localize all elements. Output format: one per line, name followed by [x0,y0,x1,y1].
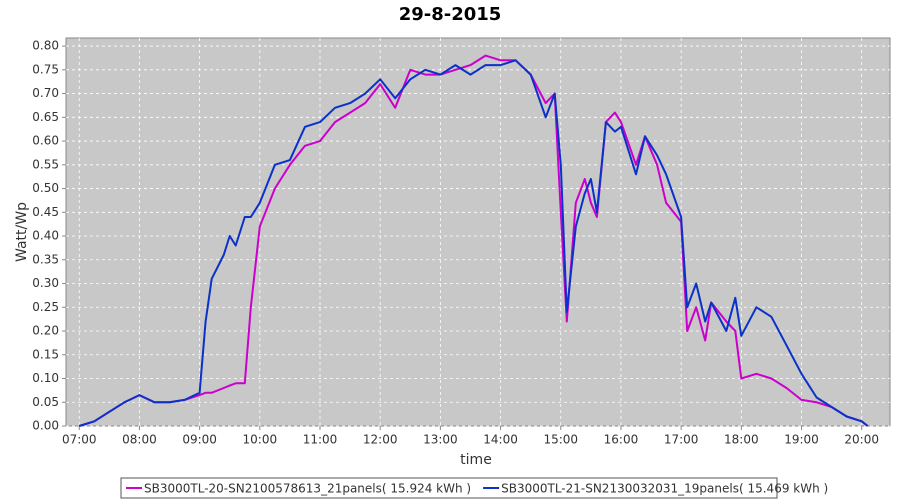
legend-label: SB3000TL-20-SN2100578613_21panels( 15.92… [144,482,471,496]
y-tick-label: 0.20 [32,324,59,338]
legend [120,477,778,499]
chart-title: 29-8-2015 [399,4,502,25]
x-tick-label: 17:00 [664,433,699,447]
x-tick-label: 13:00 [423,433,458,447]
y-tick-label: 0.05 [32,395,59,409]
x-tick-label: 18:00 [724,433,759,447]
y-tick-label: 0.10 [32,371,59,385]
legend-label: SB3000TL-21-SN2130032031_19panels( 15.46… [501,482,828,496]
x-tick-label: 07:00 [62,433,97,447]
y-tick-label: 0.75 [32,62,59,76]
x-tick-label: 15:00 [543,433,578,447]
y-tick-label: 0.40 [32,229,59,243]
y-tick-label: 0.70 [32,86,59,100]
x-tick-label: 10:00 [243,433,278,447]
x-tick-label: 20:00 [844,433,879,447]
plot-area [65,37,891,427]
x-tick-label: 11:00 [303,433,338,447]
y-tick-label: 0.45 [32,205,59,219]
y-tick-label: 0.55 [32,157,59,171]
x-tick-label: 19:00 [784,433,819,447]
x-tick-label: 16:00 [604,433,639,447]
y-tick-label: 0.50 [32,181,59,195]
x-tick-label: 12:00 [363,433,398,447]
y-tick-label: 0.35 [32,252,59,266]
x-tick-label: 08:00 [122,433,157,447]
y-tick-label: 0.60 [32,134,59,148]
x-axis-label: time [460,452,492,468]
y-tick-label: 0.80 [32,39,59,53]
x-tick-label: 14:00 [483,433,518,447]
y-tick-label: 0.30 [32,276,59,290]
y-tick-label: 0.25 [32,300,59,314]
y-tick-label: 0.00 [32,419,59,433]
x-tick-label: 09:00 [182,433,217,447]
y-tick-label: 0.65 [32,110,59,124]
series-line [78,59,869,427]
y-tick-label: 0.15 [32,347,59,361]
y-axis-label: Watt/Wp [14,202,30,262]
